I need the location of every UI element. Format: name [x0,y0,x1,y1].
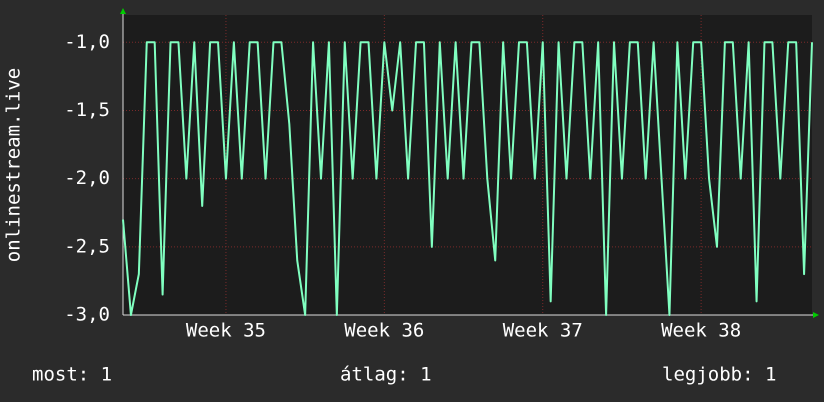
data-line [122,41,813,316]
legend-entry: most: 1 [32,364,112,386]
y-tick-label: -1,0 [64,31,110,53]
legend-entry: legjobb: 1 [662,364,776,386]
y-tick-label: -2,5 [64,235,110,257]
y-tick-label: -2,0 [64,167,110,189]
y-tick-label: -1,5 [64,99,110,121]
x-tick-label: Week 37 [503,320,583,342]
y-axis-label: onlinestream.live [3,68,25,262]
x-tick-label: Week 38 [661,320,741,342]
plot-area [123,15,812,315]
x-tick-label: Week 36 [344,320,424,342]
axis-arrow [813,312,819,318]
x-tick-label: Week 35 [186,320,266,342]
legend-entry: átlag: 1 [340,364,432,386]
axis-arrow [120,8,126,14]
y-tick-label: -3,0 [64,304,110,326]
